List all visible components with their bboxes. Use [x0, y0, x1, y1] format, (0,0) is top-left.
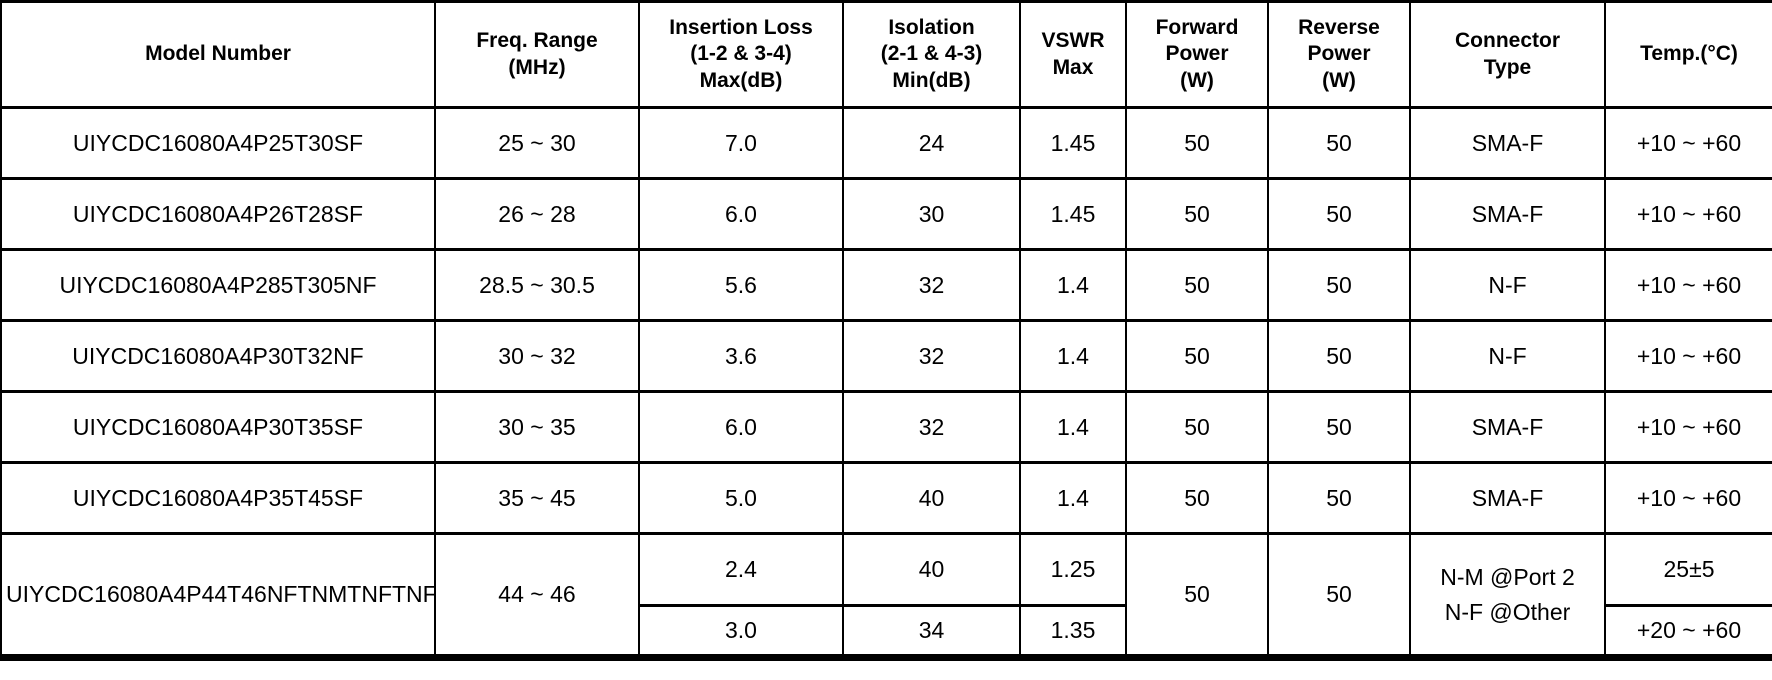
cell-reverse: 50: [1267, 177, 1411, 251]
cell-forward: 50: [1125, 248, 1269, 322]
cell-connector: N-M @Port 2 N-F @Other: [1409, 532, 1606, 661]
header-freq-range: Freq. Range (MHz): [434, 0, 640, 109]
cell-insertion: 5.6: [638, 248, 844, 322]
cell-insertion: 3.0: [638, 604, 844, 661]
cell-forward: 50: [1125, 106, 1269, 180]
cell-forward: 50: [1125, 532, 1269, 661]
table-row: UIYCDC16080A4P30T35SF 30 ~ 35 6.0 32 1.4…: [0, 390, 1772, 464]
table-row: UIYCDC16080A4P35T45SF 35 ~ 45 5.0 40 1.4…: [0, 461, 1772, 535]
cell-vswr: 1.25: [1019, 532, 1127, 607]
cell-isolation: 32: [842, 319, 1021, 393]
cell-connector: SMA-F: [1409, 390, 1606, 464]
cell-forward: 50: [1125, 390, 1269, 464]
cell-vswr: 1.45: [1019, 106, 1127, 180]
cell-temp: +10 ~ +60: [1604, 390, 1772, 464]
table-row-split-top: UIYCDC16080A4P44T46NFTNMTNFTNF 44 ~ 46 2…: [0, 532, 1772, 661]
cell-reverse: 50: [1267, 248, 1411, 322]
cell-forward: 50: [1125, 319, 1269, 393]
header-isolation: Isolation (2-1 & 4-3) Min(dB): [842, 0, 1021, 109]
header-insertion-loss: Insertion Loss (1-2 & 3-4) Max(dB): [638, 0, 844, 109]
cell-model: UIYCDC16080A4P44T46NFTNMTNFTNF: [0, 532, 436, 661]
cell-reverse: 50: [1267, 532, 1411, 661]
cell-temp: +10 ~ +60: [1604, 319, 1772, 393]
cell-forward: 50: [1125, 177, 1269, 251]
cell-insertion: 2.4: [638, 532, 844, 607]
cell-model: UIYCDC16080A4P25T30SF: [0, 106, 436, 180]
header-vswr: VSWR Max: [1019, 0, 1127, 109]
cell-temp: +10 ~ +60: [1604, 248, 1772, 322]
cell-forward: 50: [1125, 461, 1269, 535]
cell-connector: N-F: [1409, 319, 1606, 393]
cell-model: UIYCDC16080A4P285T305NF: [0, 248, 436, 322]
cell-temp: +10 ~ +60: [1604, 177, 1772, 251]
cell-insertion: 6.0: [638, 177, 844, 251]
cell-connector: N-F: [1409, 248, 1606, 322]
cell-insertion: 3.6: [638, 319, 844, 393]
table-row: UIYCDC16080A4P26T28SF 26 ~ 28 6.0 30 1.4…: [0, 177, 1772, 251]
cell-temp: +10 ~ +60: [1604, 461, 1772, 535]
cell-model: UIYCDC16080A4P30T32NF: [0, 319, 436, 393]
table-row: UIYCDC16080A4P30T32NF 30 ~ 32 3.6 32 1.4…: [0, 319, 1772, 393]
cell-freq: 35 ~ 45: [434, 461, 640, 535]
cell-model: UIYCDC16080A4P35T45SF: [0, 461, 436, 535]
cell-isolation: 32: [842, 248, 1021, 322]
cell-reverse: 50: [1267, 461, 1411, 535]
cell-insertion: 7.0: [638, 106, 844, 180]
cell-temp: 25±5: [1604, 532, 1772, 607]
cell-vswr: 1.4: [1019, 461, 1127, 535]
cell-connector: SMA-F: [1409, 106, 1606, 180]
cell-isolation: 34: [842, 604, 1021, 661]
table-row: UIYCDC16080A4P285T305NF 28.5 ~ 30.5 5.6 …: [0, 248, 1772, 322]
cell-isolation: 24: [842, 106, 1021, 180]
header-reverse-power: Reverse Power (W): [1267, 0, 1411, 109]
cell-insertion: 5.0: [638, 461, 844, 535]
cell-isolation: 40: [842, 532, 1021, 607]
cell-model: UIYCDC16080A4P26T28SF: [0, 177, 436, 251]
cell-vswr: 1.4: [1019, 319, 1127, 393]
cell-isolation: 32: [842, 390, 1021, 464]
cell-freq: 28.5 ~ 30.5: [434, 248, 640, 322]
cell-freq: 44 ~ 46: [434, 532, 640, 661]
header-connector-type: Connector Type: [1409, 0, 1606, 109]
cell-freq: 30 ~ 35: [434, 390, 640, 464]
cell-insertion: 6.0: [638, 390, 844, 464]
cell-freq: 30 ~ 32: [434, 319, 640, 393]
table-row: UIYCDC16080A4P25T30SF 25 ~ 30 7.0 24 1.4…: [0, 106, 1772, 180]
cell-freq: 25 ~ 30: [434, 106, 640, 180]
cell-reverse: 50: [1267, 106, 1411, 180]
cell-isolation: 30: [842, 177, 1021, 251]
cell-reverse: 50: [1267, 390, 1411, 464]
header-temp: Temp.(°C): [1604, 0, 1772, 109]
cell-vswr: 1.45: [1019, 177, 1127, 251]
header-model-number: Model Number: [0, 0, 436, 109]
cell-temp: +10 ~ +60: [1604, 106, 1772, 180]
cell-vswr: 1.4: [1019, 248, 1127, 322]
header-row: Model Number Freq. Range (MHz) Insertion…: [0, 0, 1772, 109]
header-forward-power: Forward Power (W): [1125, 0, 1269, 109]
table-row-split-bottom: 3.0 34 1.35 +20 ~ +60: [1, 604, 1772, 661]
cell-connector: SMA-F: [1409, 461, 1606, 535]
cell-isolation: 40: [842, 461, 1021, 535]
cell-connector: SMA-F: [1409, 177, 1606, 251]
cell-freq: 26 ~ 28: [434, 177, 640, 251]
cell-model: UIYCDC16080A4P30T35SF: [0, 390, 436, 464]
cell-temp: +20 ~ +60: [1604, 604, 1772, 661]
cell-vswr: 1.35: [1019, 604, 1127, 661]
cell-vswr: 1.4: [1019, 390, 1127, 464]
cell-reverse: 50: [1267, 319, 1411, 393]
spec-table: Model Number Freq. Range (MHz) Insertion…: [0, 0, 1772, 661]
